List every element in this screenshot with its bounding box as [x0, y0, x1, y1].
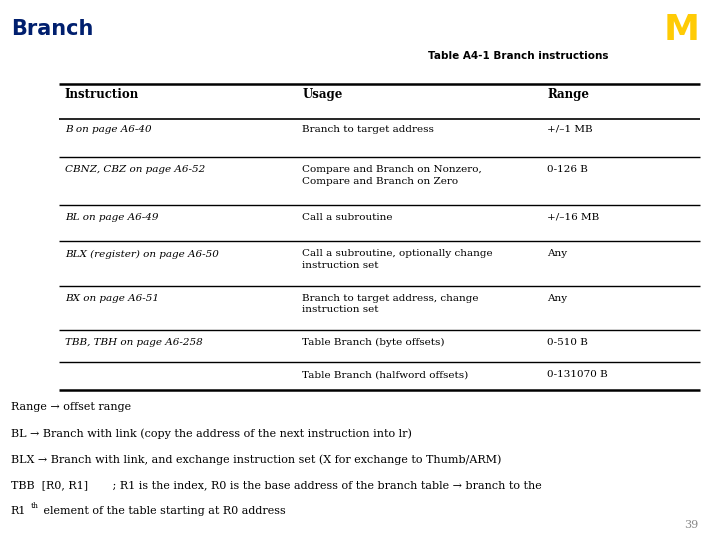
Text: M: M	[664, 13, 700, 46]
Text: BX on page A6-51: BX on page A6-51	[65, 294, 159, 303]
Text: B on page A6-40: B on page A6-40	[65, 125, 151, 134]
Text: 0-131070 B: 0-131070 B	[547, 370, 608, 380]
Text: element of the table starting at R0 address: element of the table starting at R0 addr…	[40, 506, 286, 516]
Text: Table Branch (byte offsets): Table Branch (byte offsets)	[302, 338, 445, 347]
Text: Branch to target address, change
instruction set: Branch to target address, change instruc…	[302, 294, 479, 314]
Text: TBB  [R0, R1]       ; R1 is the index, R0 is the base address of the branch tabl: TBB [R0, R1] ; R1 is the index, R0 is th…	[11, 480, 541, 490]
Text: Table Branch (halfword offsets): Table Branch (halfword offsets)	[302, 370, 469, 380]
Text: 39: 39	[684, 520, 698, 530]
Text: 0-126 B: 0-126 B	[547, 165, 588, 174]
Text: Any: Any	[547, 294, 567, 303]
Text: Table A4-1 Branch instructions: Table A4-1 Branch instructions	[428, 51, 609, 62]
Text: BL on page A6-49: BL on page A6-49	[65, 213, 158, 222]
Text: +/–16 MB: +/–16 MB	[547, 213, 600, 222]
Text: Instruction: Instruction	[65, 88, 139, 101]
Text: Call a subroutine, optionally change
instruction set: Call a subroutine, optionally change ins…	[302, 249, 493, 270]
Text: TBB, TBH on page A6-258: TBB, TBH on page A6-258	[65, 338, 202, 347]
Text: 0-510 B: 0-510 B	[547, 338, 588, 347]
Text: Usage: Usage	[302, 88, 343, 101]
Text: Range → offset range: Range → offset range	[11, 402, 131, 413]
Text: Branch to target address: Branch to target address	[302, 125, 434, 134]
Text: Compare and Branch on Nonzero,
Compare and Branch on Zero: Compare and Branch on Nonzero, Compare a…	[302, 165, 482, 186]
Text: BLX (register) on page A6-50: BLX (register) on page A6-50	[65, 249, 219, 259]
Text: CBNZ, CBZ on page A6-52: CBNZ, CBZ on page A6-52	[65, 165, 205, 174]
Text: R1: R1	[11, 506, 26, 516]
Text: th: th	[30, 502, 38, 510]
Text: BLX → Branch with link, and exchange instruction set (X for exchange to Thumb/AR: BLX → Branch with link, and exchange ins…	[11, 454, 501, 465]
Text: Branch: Branch	[11, 19, 93, 39]
Text: +/–1 MB: +/–1 MB	[547, 125, 593, 134]
Text: Any: Any	[547, 249, 567, 259]
Text: BL → Branch with link (copy the address of the next instruction into lr): BL → Branch with link (copy the address …	[11, 428, 412, 439]
Text: Call a subroutine: Call a subroutine	[302, 213, 393, 222]
Text: Range: Range	[547, 88, 589, 101]
